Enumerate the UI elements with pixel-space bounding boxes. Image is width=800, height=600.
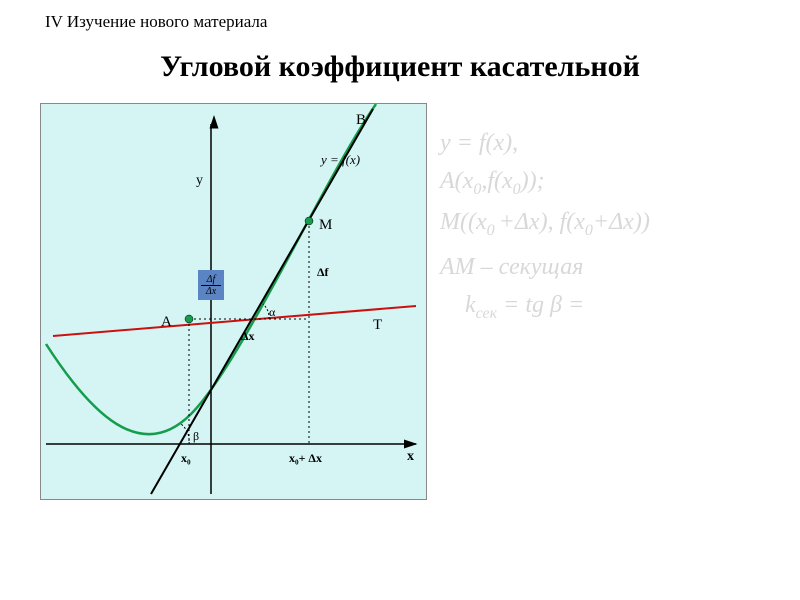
frac-numerator: Δf (207, 274, 216, 285)
formula-line-1: y = f(x), (440, 125, 650, 161)
page-title: Угловой коэффициент касательной (0, 50, 800, 84)
formula-line-2: A(x0,f(x0)); (440, 163, 650, 202)
f2s0b: 0 (513, 181, 521, 198)
f5sub: сек (476, 304, 497, 321)
label-m: M (319, 217, 332, 233)
label-y: y (196, 173, 203, 188)
graph-svg: x y A B M T y = f(x) x₀ x₀+ Δx Δx Δf α β (41, 104, 426, 499)
label-dx: Δx (241, 329, 255, 343)
label-alpha: α (269, 305, 276, 319)
tangent-line (53, 306, 416, 336)
label-t: T (373, 317, 382, 333)
f3s0b: 0 (585, 222, 593, 239)
section-subtitle: IV Изучение нового материала (45, 12, 267, 32)
f3b: +Δx), f(x (499, 209, 585, 235)
graph-panel: x y A B M T y = f(x) x₀ x₀+ Δx Δx Δf α β (40, 103, 427, 500)
f3a: M((x (440, 209, 487, 235)
formula-line-3: M((x0 +Δx), f(x0+Δx)) (440, 204, 650, 243)
dfdx-fraction-box: Δf Δx (198, 270, 224, 300)
label-b: B (356, 112, 366, 128)
formula-block: y = f(x), A(x0,f(x0)); M((x0 +Δx), f(x0+… (440, 125, 650, 327)
f3s0a: 0 (487, 222, 499, 239)
formula-line-4: AM – секущая (440, 249, 650, 285)
f3c: +Δx)) (593, 209, 650, 235)
label-x0dx: x₀+ Δx (289, 451, 322, 465)
f5a: k (465, 292, 476, 318)
f5b: = tg β = (497, 292, 584, 318)
f2c: )); (521, 168, 545, 194)
frac-denominator: Δx (206, 286, 216, 297)
label-beta: β (193, 429, 199, 443)
point-a (185, 315, 193, 323)
label-x0: x₀ (181, 451, 191, 465)
label-yfx: y = f(x) (319, 152, 360, 167)
formula-line-5: kсек = tg β = (465, 287, 650, 326)
label-a: A (161, 314, 172, 330)
f2b: ,f(x (481, 168, 512, 194)
f2a: A(x (440, 168, 473, 194)
point-m (305, 217, 313, 225)
label-x: x (407, 449, 414, 464)
label-df: Δf (317, 265, 330, 279)
